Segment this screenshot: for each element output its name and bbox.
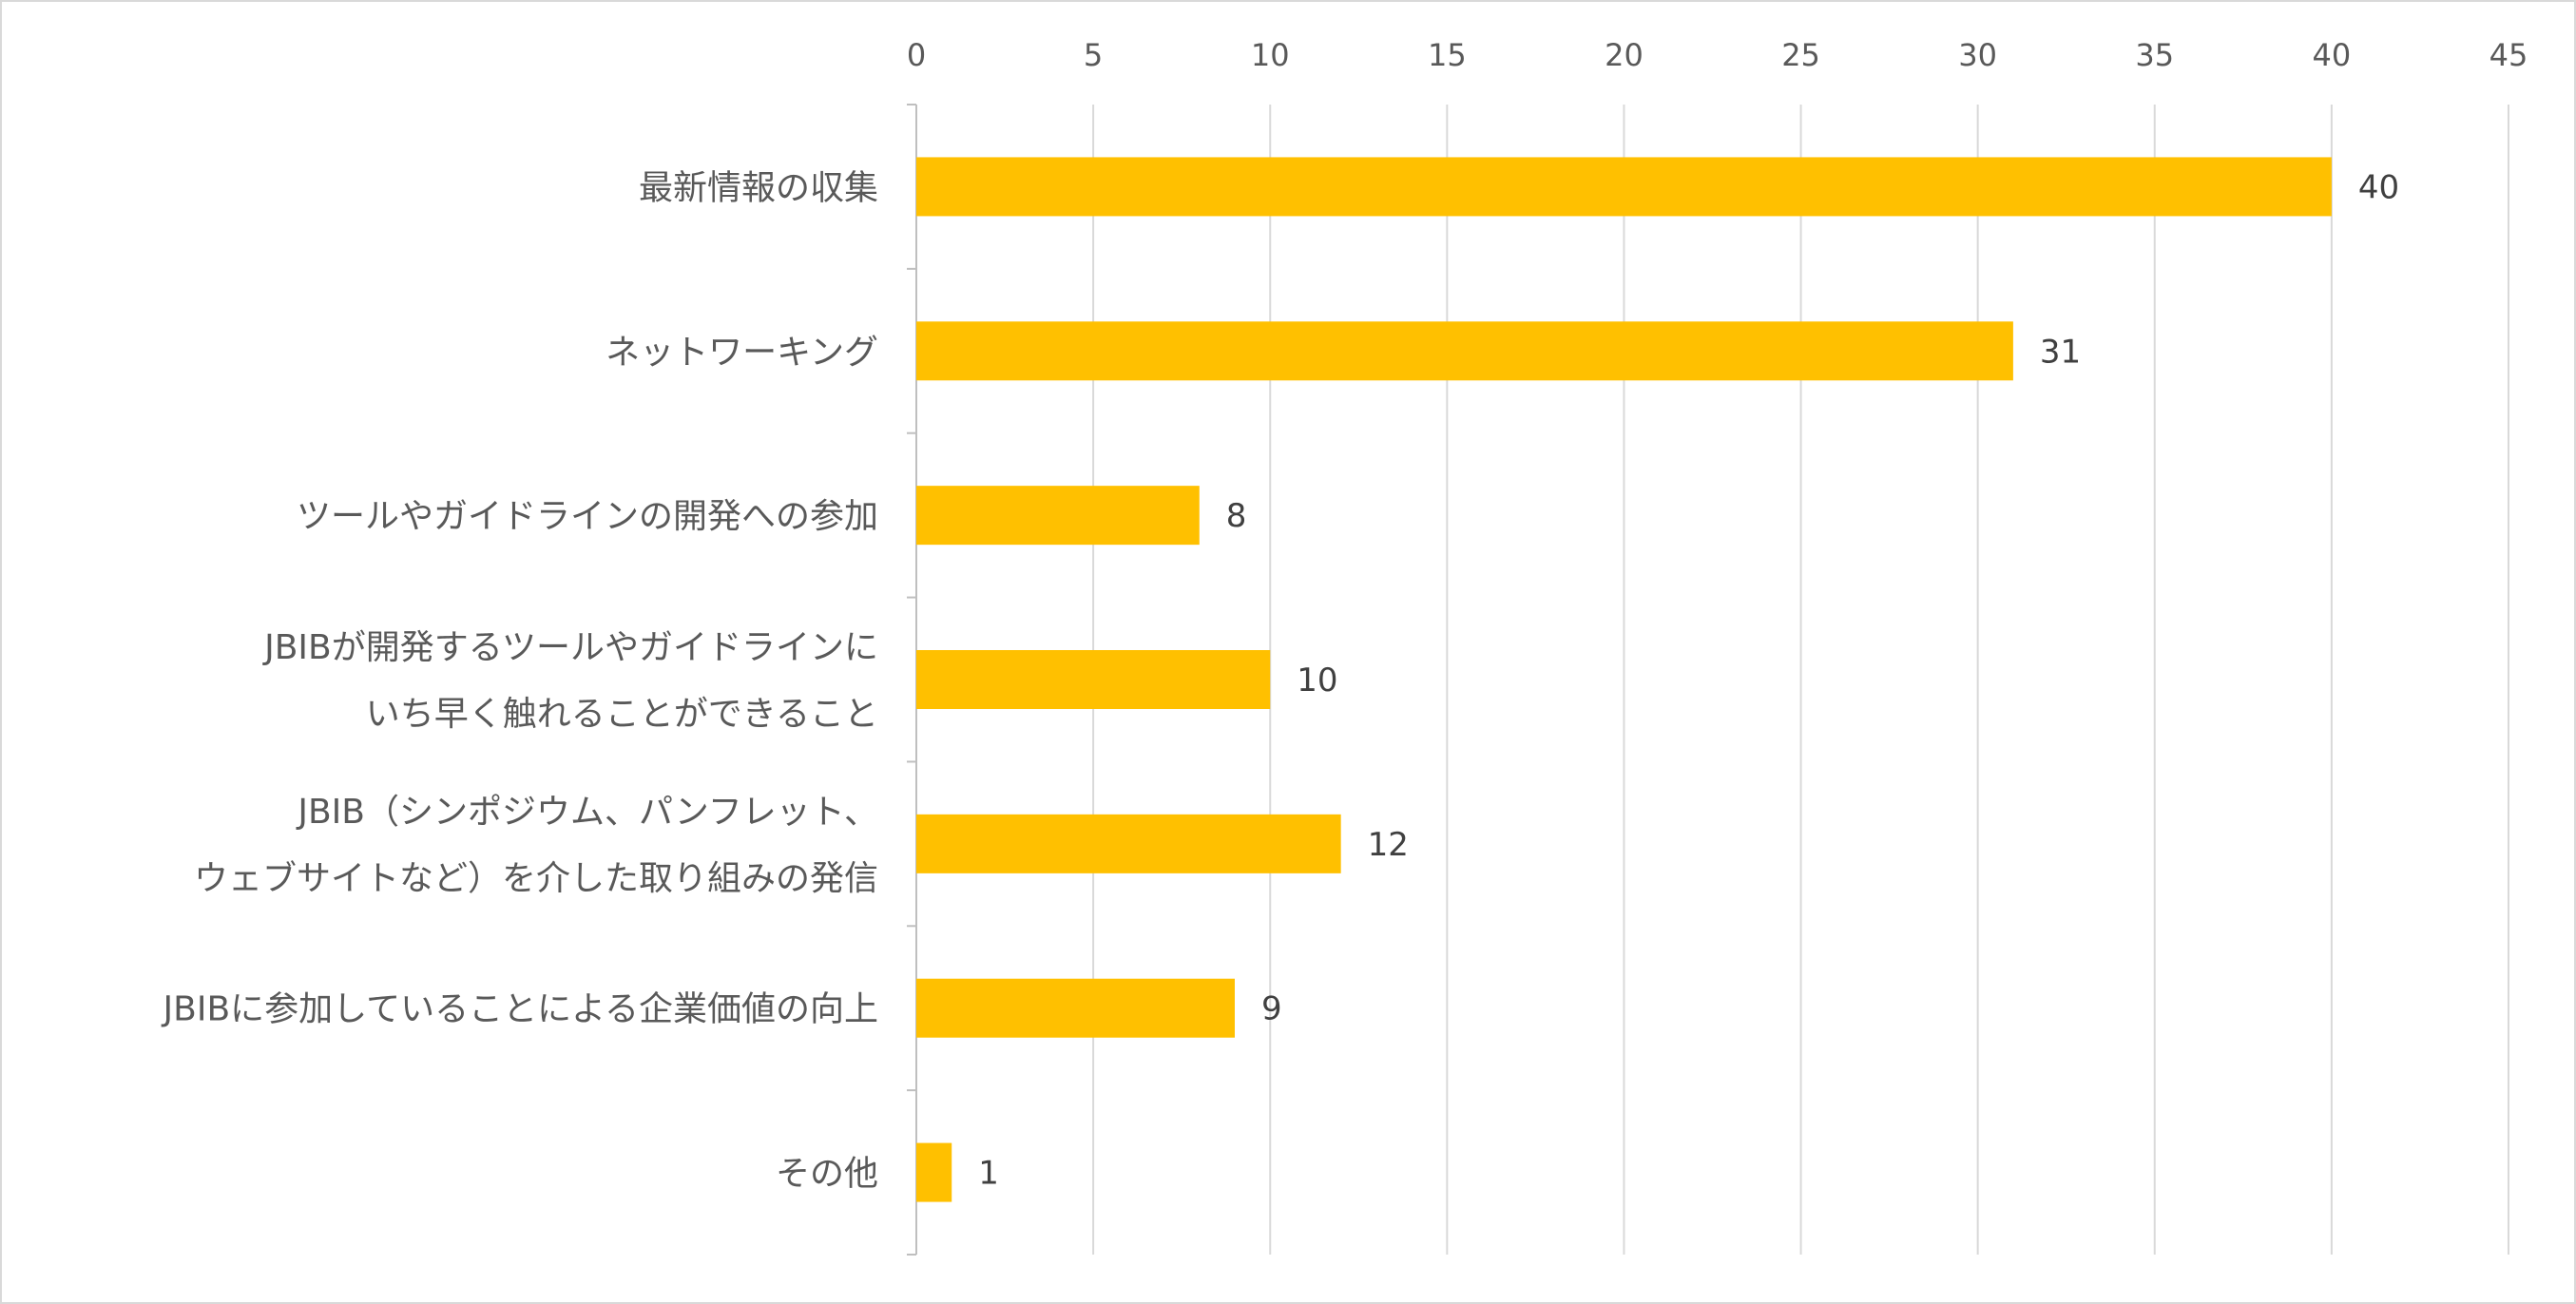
category-label: ツールやガイドラインの開発への参加: [297, 497, 878, 536]
data-label: 8: [1226, 497, 1247, 535]
bar: [916, 814, 1341, 873]
bar: [916, 1142, 952, 1202]
x-tick-label: 30: [1958, 37, 1997, 73]
gridlines: [1092, 105, 2509, 1255]
category-label: ウェブサイトなど）を介した取り組みの発信: [194, 859, 878, 898]
x-tick-label: 45: [2489, 37, 2528, 73]
x-tick-label: 35: [2135, 37, 2174, 73]
x-tick-label: 10: [1251, 37, 1290, 73]
x-axis-tick-labels: 0 5 10 15 20 25 30 35 40 45: [907, 37, 2528, 73]
category-label: JBIBに参加していることによる企業価値の向上: [162, 990, 878, 1029]
data-label: 12: [1368, 826, 1409, 864]
data-label: 10: [1297, 662, 1337, 700]
data-labels: 40 31 8 10 12 9 1: [978, 168, 2399, 1192]
x-tick-label: 20: [1605, 37, 1644, 73]
x-tick-label: 15: [1428, 37, 1467, 73]
bars: [916, 157, 2332, 1202]
data-label: 40: [2358, 168, 2399, 206]
x-tick-label: 0: [907, 37, 926, 73]
x-tick-label: 5: [1084, 37, 1103, 73]
x-tick-label: 40: [2313, 37, 2352, 73]
bar: [916, 978, 1235, 1038]
category-label: ネットワーキング: [606, 333, 878, 372]
data-label: 9: [1261, 990, 1282, 1028]
category-label: その他: [776, 1155, 878, 1194]
x-tick-label: 25: [1781, 37, 1820, 73]
bar: [916, 650, 1271, 709]
category-label: 最新情報の収集: [639, 168, 878, 207]
category-axis: [907, 104, 917, 1256]
bar: [916, 486, 1200, 546]
bar: [916, 157, 2332, 217]
category-label: JBIBが開発するツールやガイドラインに: [262, 628, 878, 667]
bar: [916, 321, 2013, 381]
category-label: いち早く触れることができること: [366, 695, 878, 734]
data-label: 1: [978, 1155, 999, 1193]
category-label: JBIB（シンポジウム、パンフレット、: [296, 793, 878, 832]
data-label: 31: [2040, 333, 2081, 371]
